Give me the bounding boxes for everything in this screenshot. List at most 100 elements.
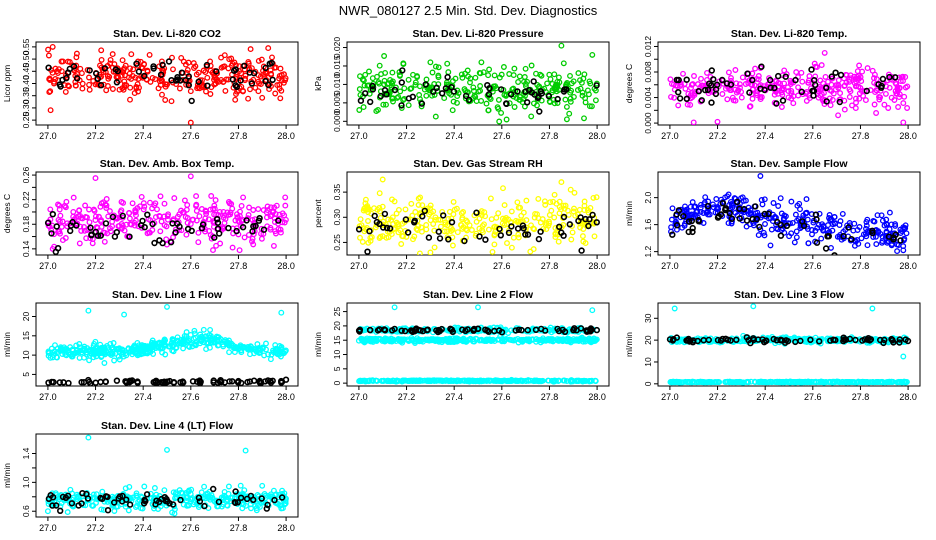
- data-point-magenta: [843, 72, 850, 79]
- data-point-yellow: [432, 214, 439, 221]
- data-point-cyan: [362, 378, 369, 384]
- data-point-black: [683, 76, 690, 83]
- data-point-cyan: [509, 377, 516, 384]
- data-point-magenta: [757, 96, 764, 103]
- data-point-magenta: [210, 247, 216, 254]
- data-point-cyan: [278, 505, 285, 512]
- data-point-black: [666, 336, 674, 343]
- data-point-yellow: [388, 217, 395, 224]
- data-point-green: [414, 74, 421, 80]
- y-tick-label: 0.25: [332, 234, 342, 251]
- data-point-yellow: [551, 191, 558, 198]
- data-point-green: [521, 74, 528, 80]
- data-point-red: [86, 74, 92, 81]
- data-point-red: [277, 95, 284, 102]
- data-point-black: [674, 88, 682, 96]
- data-point-cyan: [365, 377, 372, 384]
- data-point-yellow: [515, 204, 522, 211]
- data-point-cyan: [449, 377, 456, 384]
- data-point-black: [133, 60, 140, 67]
- data-point-red: [269, 54, 275, 61]
- data-point-green: [357, 73, 363, 80]
- data-point-black: [733, 336, 740, 343]
- data-point-magenta: [126, 210, 132, 217]
- data-point-red: [211, 76, 217, 83]
- data-point-black: [386, 225, 394, 232]
- data-point-black: [752, 203, 759, 210]
- data-point-cyan: [154, 340, 161, 347]
- data-point-magenta: [799, 78, 806, 85]
- data-point-black: [73, 75, 81, 82]
- data-point-yellow: [531, 214, 538, 221]
- data-point-blue: [793, 228, 800, 235]
- data-point-black: [249, 228, 256, 235]
- data-point-green: [356, 86, 363, 93]
- data-point-magenta: [689, 94, 696, 101]
- data-point-black: [178, 69, 186, 76]
- x-tick-label: 27.0: [39, 392, 57, 402]
- data-point-cyan: [179, 490, 186, 497]
- data-point-cyan: [558, 336, 564, 343]
- data-point-black: [685, 335, 692, 343]
- data-point-cyan: [784, 379, 791, 385]
- data-point-black: [541, 327, 549, 334]
- data-point-yellow: [395, 229, 402, 236]
- data-point-black: [476, 233, 483, 240]
- data-point-yellow: [408, 200, 415, 207]
- data-point-magenta: [82, 202, 89, 209]
- data-point-yellow: [591, 233, 598, 240]
- data-point-cyan: [210, 336, 217, 343]
- data-point-black: [366, 326, 374, 334]
- data-point-black: [498, 86, 505, 93]
- data-point-cyan: [529, 325, 536, 332]
- data-point-magenta: [871, 101, 878, 108]
- data-point-black: [268, 59, 275, 67]
- data-point-black: [415, 326, 422, 334]
- data-point-red: [164, 81, 171, 88]
- data-point-black: [195, 78, 202, 85]
- data-point-cyan: [140, 350, 147, 357]
- data-point-magenta: [146, 229, 152, 236]
- data-point-cyan: [161, 487, 168, 494]
- x-tick-label: 28.0: [899, 261, 917, 271]
- data-point-yellow: [552, 230, 559, 237]
- data-point-magenta: [229, 244, 236, 251]
- y-axis-label: ml/min: [313, 332, 323, 357]
- x-tick-label: 27.8: [541, 261, 559, 271]
- data-point-black: [704, 202, 712, 210]
- data-point-magenta: [841, 106, 848, 113]
- plot-frame: [35, 302, 299, 387]
- data-point-cyan: [586, 378, 593, 384]
- data-point-black: [680, 213, 687, 220]
- data-point-black: [837, 71, 845, 79]
- data-point-green: [454, 93, 461, 100]
- data-point-green: [389, 95, 396, 102]
- data-point-cyan: [91, 494, 98, 501]
- data-point-magenta: [241, 234, 248, 241]
- data-point-green: [567, 95, 574, 102]
- data-point-magenta: [120, 199, 127, 206]
- data-point-magenta: [163, 223, 170, 230]
- x-tick-label: 27.8: [230, 392, 248, 402]
- data-point-black: [519, 222, 527, 229]
- data-point-yellow: [508, 244, 515, 251]
- data-point-black: [896, 339, 903, 346]
- data-point-yellow: [576, 206, 583, 213]
- data-point-red: [222, 87, 229, 94]
- data-point-black: [701, 86, 709, 94]
- data-point-blue: [872, 233, 879, 240]
- data-point-black: [182, 76, 189, 84]
- data-point-magenta: [163, 236, 170, 243]
- data-point-magenta: [798, 69, 805, 76]
- data-point-magenta: [206, 228, 213, 234]
- data-point-black: [714, 336, 722, 344]
- data-point-black: [896, 336, 903, 343]
- outlier-point-cyan: [900, 353, 907, 360]
- data-point-green: [432, 113, 439, 120]
- data-point-black: [44, 219, 52, 227]
- data-point-red: [133, 85, 140, 92]
- data-point-red: [46, 75, 53, 82]
- data-point-black: [515, 326, 522, 333]
- data-point-yellow: [542, 201, 549, 208]
- data-point-red: [45, 46, 52, 53]
